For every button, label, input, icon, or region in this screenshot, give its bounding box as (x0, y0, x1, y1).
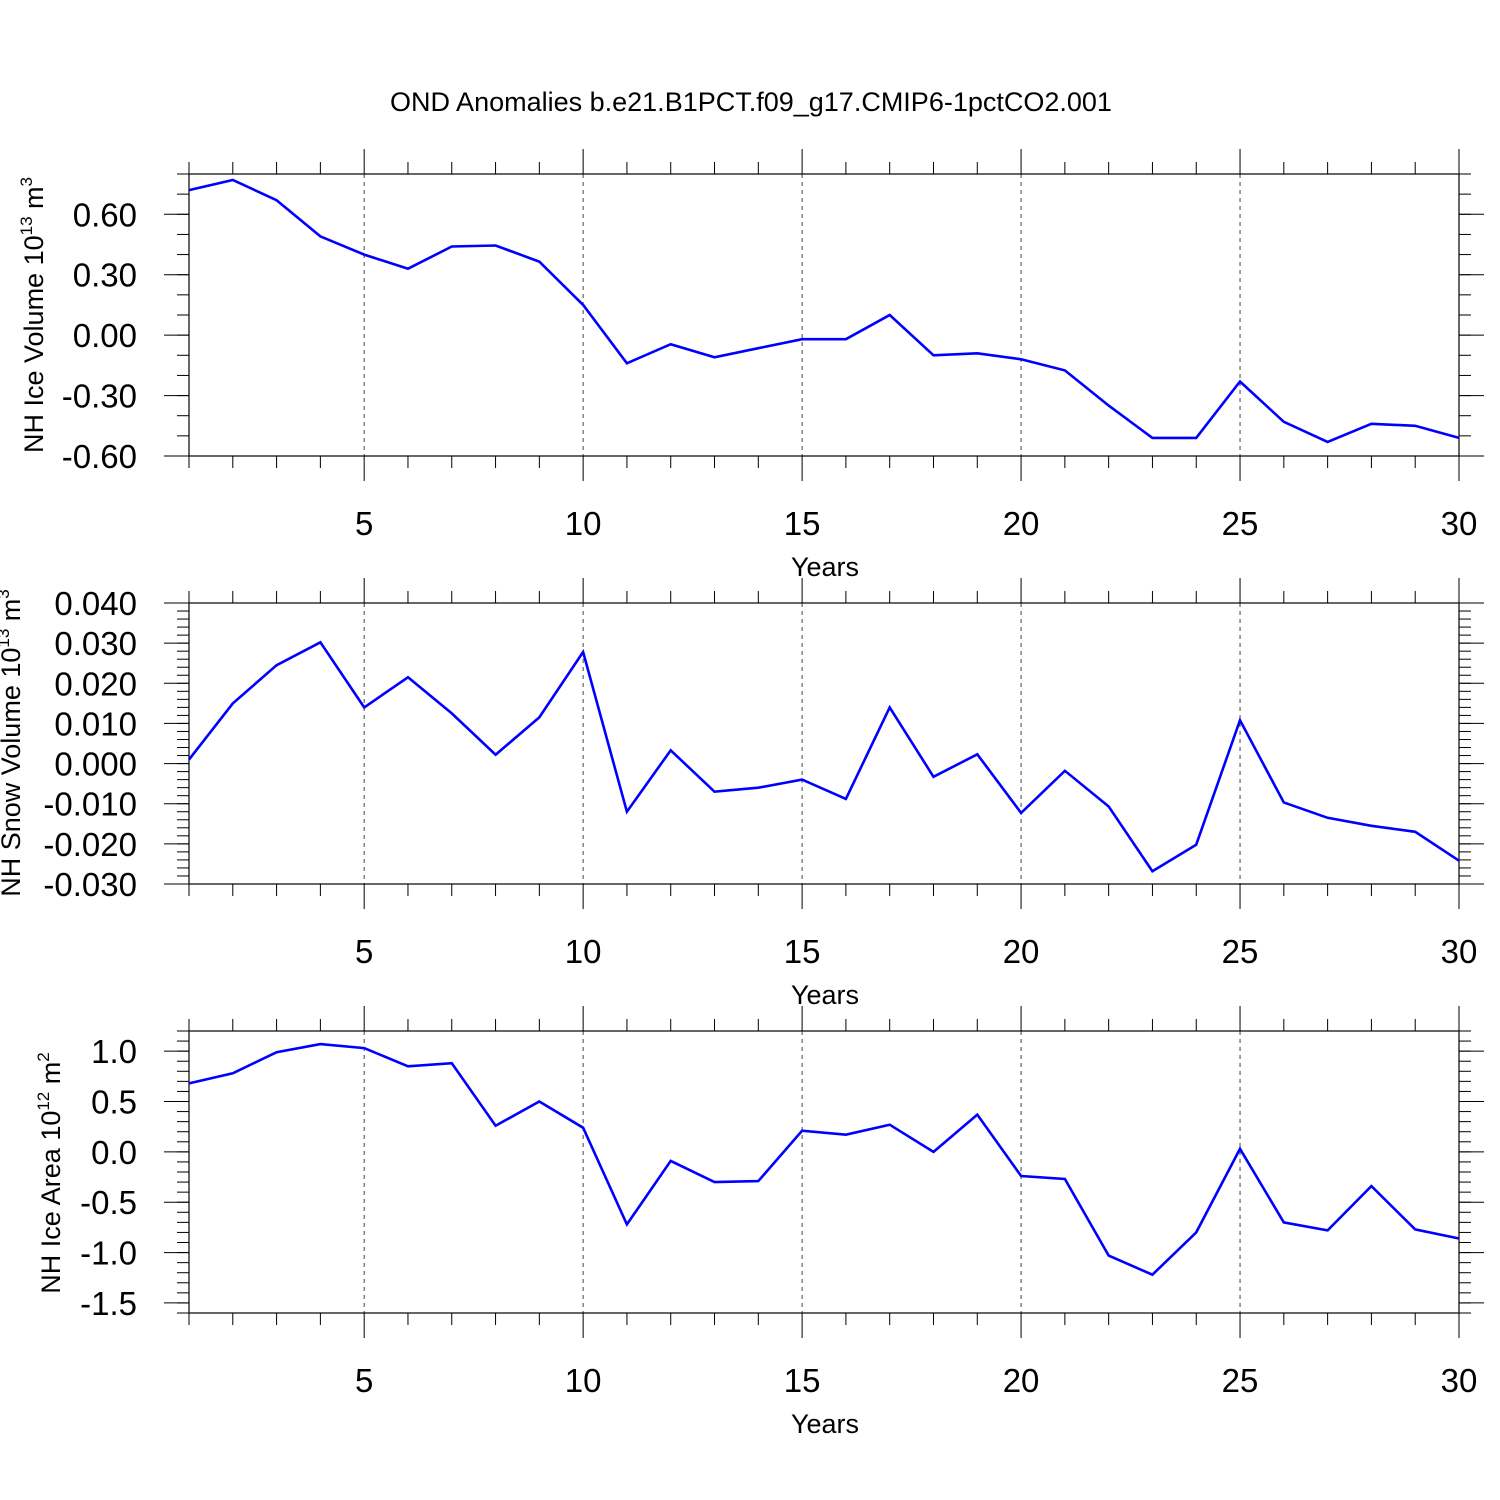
xlabel-snow-volume: Years (791, 980, 859, 1010)
y-tick-label: 0.0 (91, 1134, 137, 1171)
y-tick-label: -0.5 (80, 1184, 137, 1221)
chart-title: OND Anomalies b.e21.B1PCT.f09_g17.CMIP6-… (390, 87, 1112, 117)
x-tick-label: 10 (565, 505, 602, 542)
x-tick-label: 20 (1003, 1362, 1040, 1399)
y-tick-label: 0.000 (54, 746, 137, 783)
y-tick-label: 0.020 (54, 665, 137, 702)
ylabel-ice-area: NH Ice Area 1012 m2 (34, 1052, 66, 1293)
series-line-nh-ice-volume (188, 178, 1460, 444)
x-tick-label: 25 (1222, 1362, 1259, 1399)
x-tick-label: 30 (1441, 1362, 1478, 1399)
y-tick-label: 0.010 (54, 705, 137, 742)
y-tick-label: 1.0 (91, 1033, 137, 1070)
plot-frame (188, 602, 1460, 885)
y-tick-label: 0.040 (54, 585, 137, 622)
x-tick-label: 5 (355, 505, 373, 542)
panel-ice-area: NH Ice Area 1012 m2 Years 5 10 15 20 25 30 -1.… (34, 1006, 1484, 1439)
x-tick-label: 25 (1222, 505, 1259, 542)
xlabel-ice-area: Years (791, 1409, 859, 1439)
y-tick-label: 0.030 (54, 625, 137, 662)
panel-ice-volume: NH Ice Volume 1013 m3 Years 5 10 15 20 25 30 -… (17, 149, 1484, 582)
ylabel-snow-volume: NH Snow Volume 1013 m3 (0, 589, 26, 897)
ylabel-ice-volume: NH Ice Volume 1013 m3 (17, 177, 49, 453)
series-line-nh-snow-volume (187, 640, 1460, 873)
series-line-nh-ice-area (188, 1042, 1460, 1277)
y-tick-label: -0.60 (62, 438, 137, 475)
plot-frame (188, 173, 1460, 457)
x-tick-label: 20 (1003, 933, 1040, 970)
x-tick-label: 5 (355, 933, 373, 970)
x-tick-label: 10 (565, 933, 602, 970)
x-tick-label: 15 (784, 933, 821, 970)
x-tick-label: 15 (784, 1362, 821, 1399)
x-tick-label: 30 (1441, 933, 1478, 970)
x-tick-label: 30 (1441, 505, 1478, 542)
y-tick-label: -1.0 (80, 1235, 137, 1272)
x-tick-label: 5 (355, 1362, 373, 1399)
y-tick-label: -0.020 (43, 826, 137, 863)
x-tick-label: 10 (565, 1362, 602, 1399)
xlabel-ice-volume: Years (791, 552, 859, 582)
plot-frame (188, 1030, 1460, 1314)
y-tick-label: 0.5 (91, 1084, 137, 1121)
x-tick-label: 20 (1003, 505, 1040, 542)
y-tick-label: -0.030 (43, 866, 137, 903)
panel-snow-volume: NH Snow Volume 1013 m3 Years 5 10 15 20 25 30… (0, 578, 1484, 1010)
x-tick-label: 25 (1222, 933, 1259, 970)
x-tick-label: 15 (784, 505, 821, 542)
y-tick-label: -1.5 (80, 1285, 137, 1322)
y-tick-label: 0.60 (73, 196, 137, 233)
y-tick-label: -0.30 (62, 378, 137, 415)
y-tick-label: 0.30 (73, 257, 137, 294)
y-tick-label: -0.010 (43, 786, 137, 823)
y-tick-label: 0.00 (73, 317, 137, 354)
